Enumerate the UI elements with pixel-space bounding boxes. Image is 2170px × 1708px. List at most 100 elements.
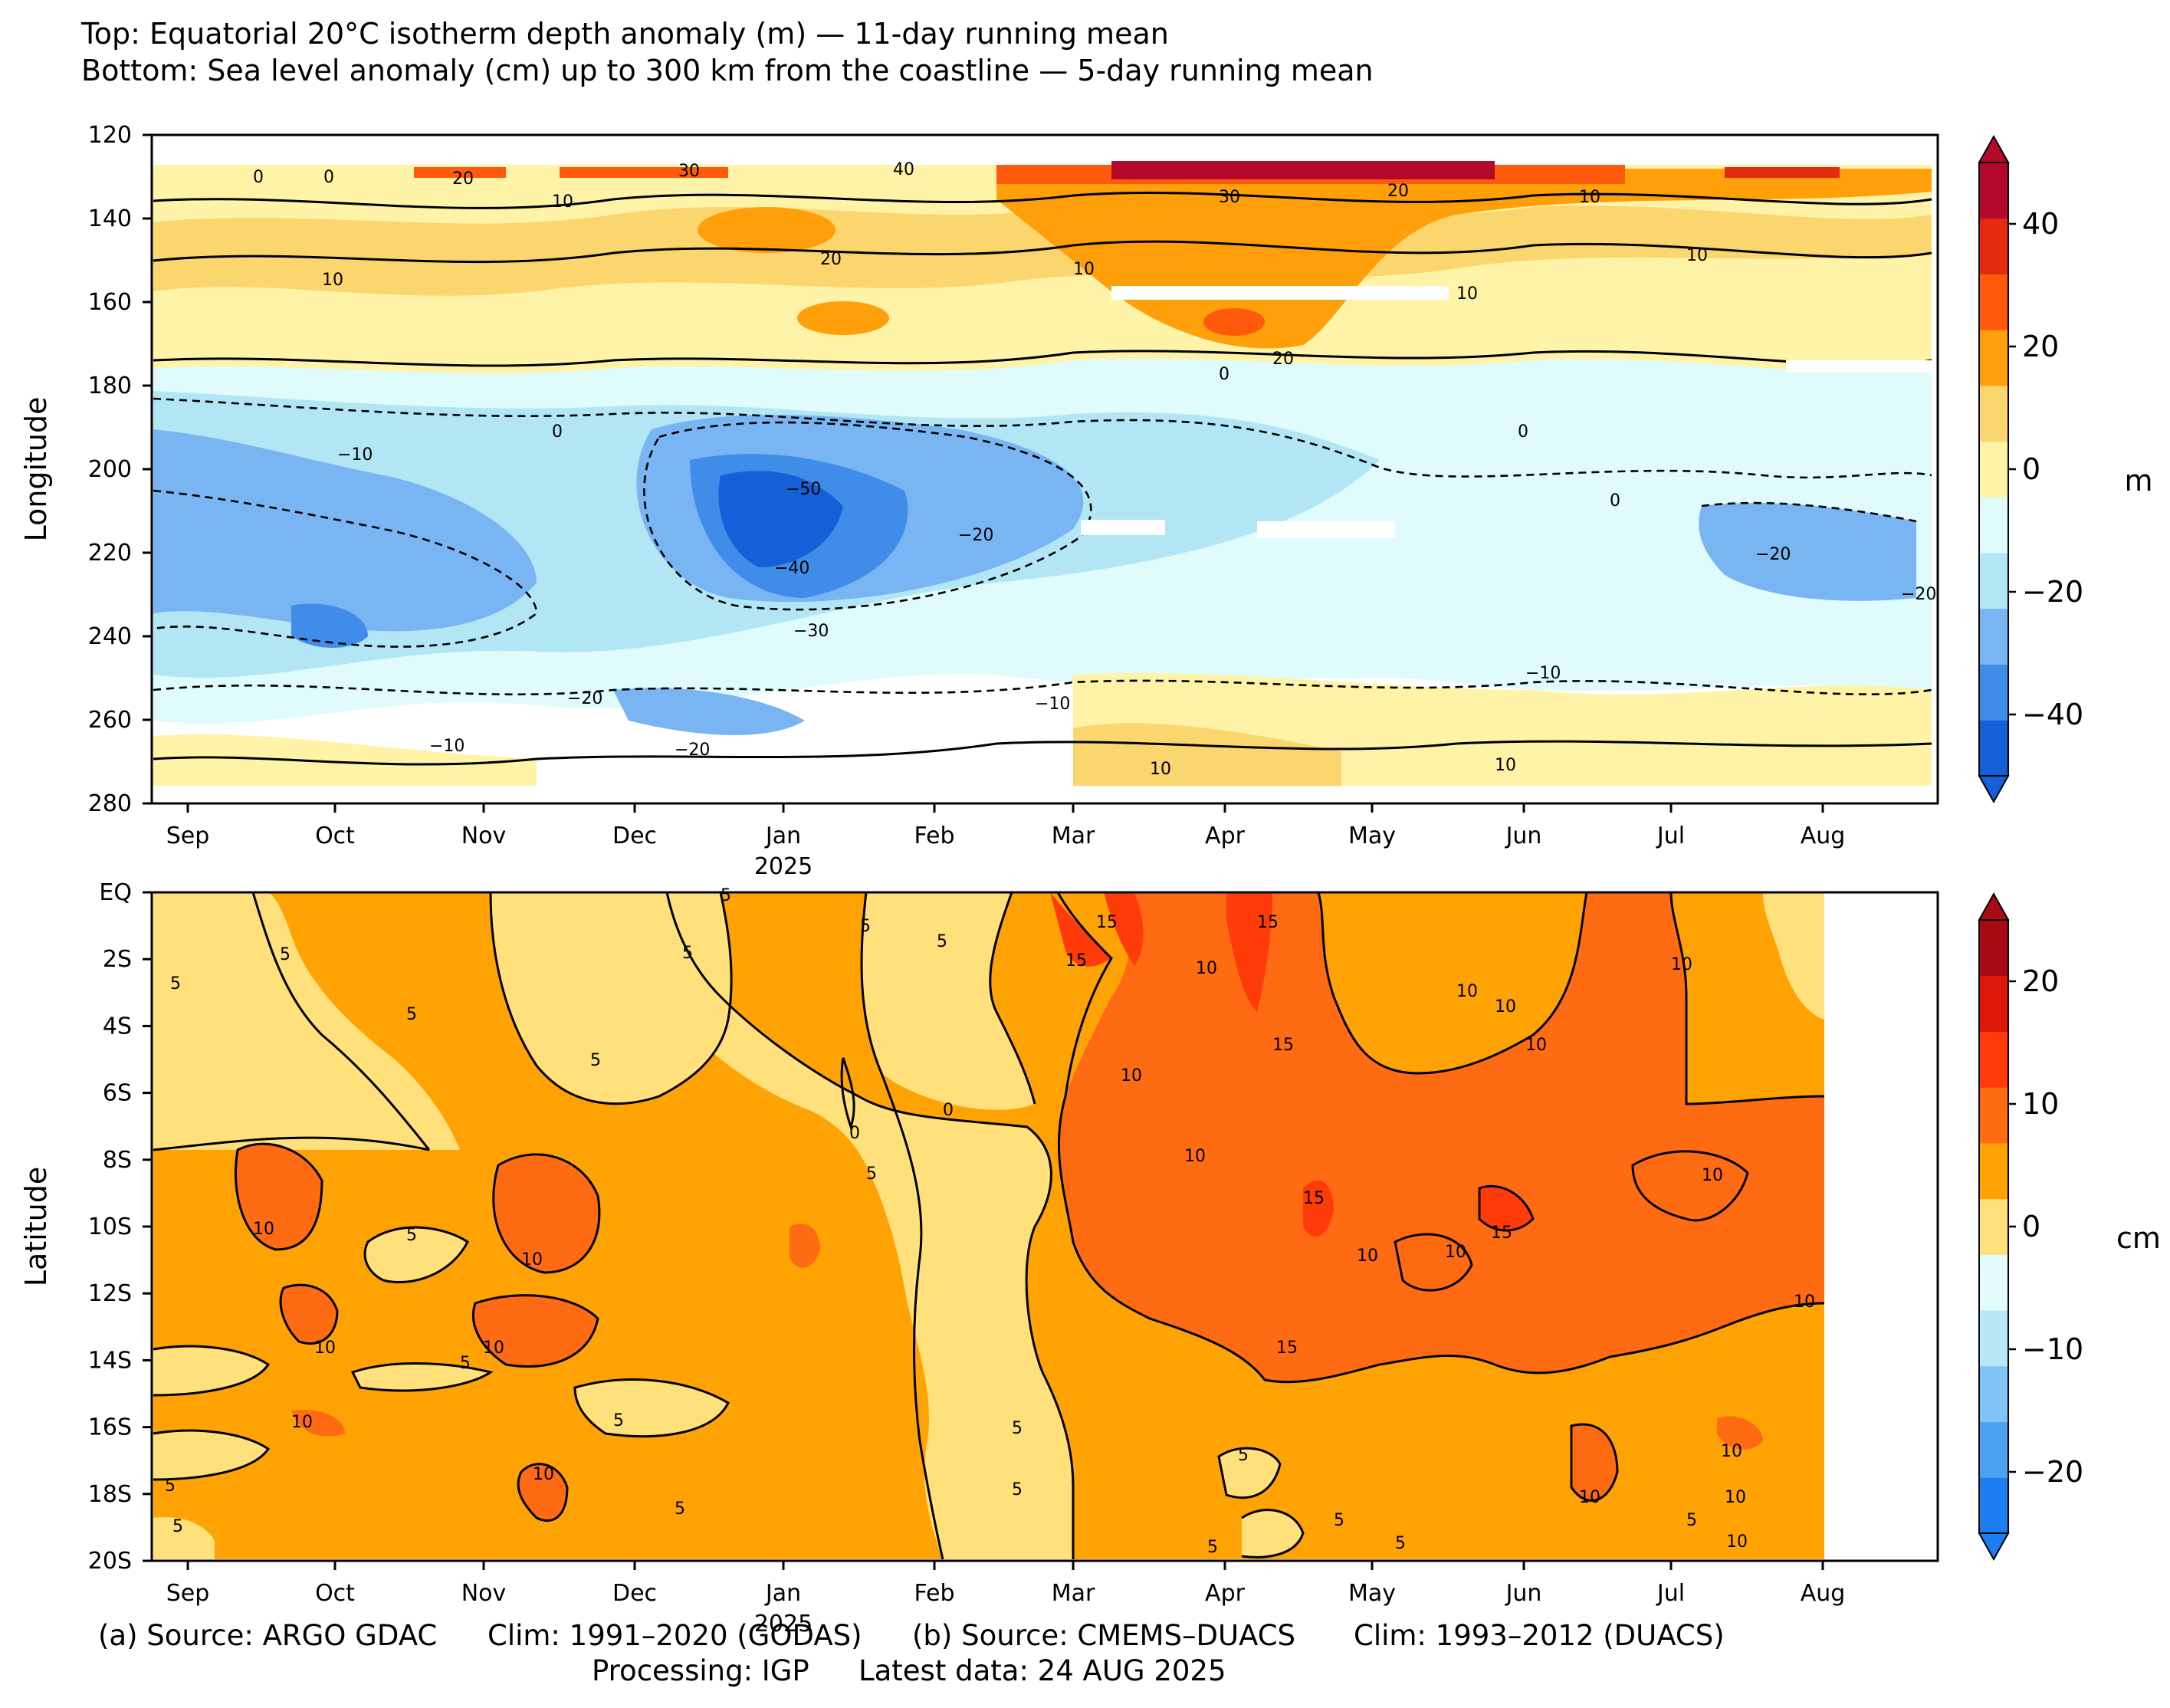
colorbar-tick-label: −10	[2022, 1332, 2083, 1366]
y-tick-label: 160	[88, 289, 132, 316]
contour-label: 0	[253, 168, 264, 187]
contour-label: 5	[1686, 1511, 1697, 1530]
contour-label: 20	[1272, 350, 1294, 369]
x-tick-label: May	[1348, 1580, 1396, 1607]
top-x-axis: Sep Oct Nov Dec Jan Feb Mar Apr May Jun Jul Aug	[166, 803, 1846, 849]
x-tick-label: Feb	[914, 1580, 954, 1607]
contour-label: 5	[170, 974, 181, 994]
contour-label: 10	[1686, 246, 1708, 265]
y-tick-label: 240	[88, 623, 132, 650]
top-colorbar: 40 20 0 −20 −40	[1978, 134, 2083, 804]
bottom-panel-field	[152, 892, 1938, 1561]
y-tick-label: 140	[88, 205, 132, 232]
contour-label: 0	[552, 422, 563, 442]
x-tick-label: Apr	[1205, 1580, 1246, 1607]
contour-label: −10	[1525, 664, 1561, 683]
contour-label: 5	[1334, 1511, 1344, 1530]
contour-label: −20	[1901, 585, 1936, 604]
contour-label: 10	[1196, 959, 1217, 978]
x-tick-label: Mar	[1052, 823, 1095, 849]
contour-label: 10	[1073, 260, 1095, 279]
x-tick-label: Jul	[1656, 1580, 1685, 1607]
colorbar-tick-label: 40	[2022, 207, 2059, 241]
contour-label: 10	[1702, 1166, 1723, 1185]
colorbar-tick-label: 0	[2022, 1210, 2040, 1243]
contour-label: 10	[1495, 756, 1516, 775]
contour-label: 30	[678, 162, 700, 181]
contour-label: 10	[1456, 982, 1478, 1001]
colorbar-bin	[1979, 1421, 2008, 1478]
x-tick-label: Jan	[764, 1580, 801, 1607]
bottom-x-year-label: 2025	[754, 1611, 813, 1637]
contour-label: −40	[774, 559, 809, 578]
contour-label: −10	[337, 445, 373, 465]
contour-label: 10	[483, 1338, 504, 1358]
y-tick-label: 120	[88, 122, 132, 149]
y-tick-label: 12S	[88, 1280, 132, 1307]
colorbar-bin	[1979, 330, 2008, 386]
x-tick-label: Aug	[1801, 823, 1846, 849]
contour-label: 15	[1096, 913, 1118, 932]
contour-label: 5	[866, 1164, 877, 1184]
contour-label: 10	[1121, 1066, 1142, 1086]
contour-label: 10	[1357, 1247, 1378, 1266]
contour-label: 5	[937, 932, 947, 951]
x-tick-label: Oct	[315, 823, 355, 849]
contour-label: 0	[1518, 422, 1528, 442]
contour-label: 5	[613, 1411, 624, 1430]
y-tick-label: 180	[88, 373, 132, 399]
contour-label: 10	[1721, 1442, 1742, 1461]
contour-label: 5	[1207, 1538, 1218, 1557]
contour-label: 5	[721, 886, 731, 905]
y-tick-label: EQ	[99, 879, 132, 906]
contour-label: 10	[1445, 1243, 1466, 1262]
contour-label: 5	[280, 945, 291, 964]
colorbar-bin	[1979, 1031, 2008, 1088]
top-colorbar-unit: m	[2124, 464, 2152, 498]
contour-label: −10	[429, 737, 465, 756]
colorbar-bin	[1979, 218, 2008, 274]
contour-label: 0	[323, 168, 334, 187]
contour-label: 5	[1012, 1419, 1023, 1438]
contour-label: 10	[322, 271, 343, 290]
contour-label: 5	[675, 1499, 685, 1519]
colorbar-bin	[1979, 1198, 2008, 1255]
colorbar-bin	[1979, 664, 2008, 721]
colorbar-bin	[1979, 497, 2008, 553]
contour-label: 10	[1456, 284, 1478, 304]
colorbar-bin	[1979, 274, 2008, 330]
x-tick-label: Jul	[1656, 823, 1685, 849]
x-tick-label: Mar	[1052, 1580, 1095, 1607]
contour-label: 5	[406, 1005, 417, 1024]
colorbar-tick-label: 10	[2022, 1087, 2059, 1121]
x-tick-label: Aug	[1801, 1580, 1846, 1607]
x-tick-label: Feb	[914, 823, 954, 849]
footer-a-clim: Clim: 1991–2020 (GODAS)	[488, 1619, 862, 1652]
contour-label: 10	[253, 1220, 274, 1239]
top-panel-field	[152, 135, 1938, 803]
x-tick-label: Nov	[461, 823, 507, 849]
colorbar-bin	[1979, 441, 2008, 498]
x-tick-label: Jun	[1505, 1580, 1542, 1607]
contour-label: 0	[1219, 365, 1229, 384]
bottom-y-axis: EQ 2S 4S 6S 8S 10S 12S 14S 16S 18S 20S	[88, 879, 152, 1575]
contour-label: 5	[1238, 1446, 1249, 1465]
colorbar-bin	[1979, 608, 2008, 665]
contour-label: 10	[552, 192, 573, 212]
y-tick-label: 16S	[88, 1414, 132, 1441]
contour-label: 15	[1257, 913, 1279, 932]
x-tick-label: Oct	[315, 1580, 355, 1607]
colorbar-tick-label: 20	[2022, 330, 2059, 363]
colorbar-bin	[1979, 920, 2008, 977]
y-tick-label: 6S	[103, 1080, 132, 1107]
colorbar-tick-label: 0	[2022, 452, 2040, 486]
y-tick-label: 220	[88, 540, 132, 567]
colorbar-bin	[1979, 163, 2008, 219]
contour-label: 10	[1725, 1488, 1746, 1507]
contour-label: 5	[590, 1051, 601, 1070]
contour-label: 10	[533, 1465, 554, 1484]
y-tick-label: 4S	[103, 1013, 132, 1040]
contour-label: 10	[314, 1338, 336, 1358]
contour-label: 40	[893, 160, 914, 179]
